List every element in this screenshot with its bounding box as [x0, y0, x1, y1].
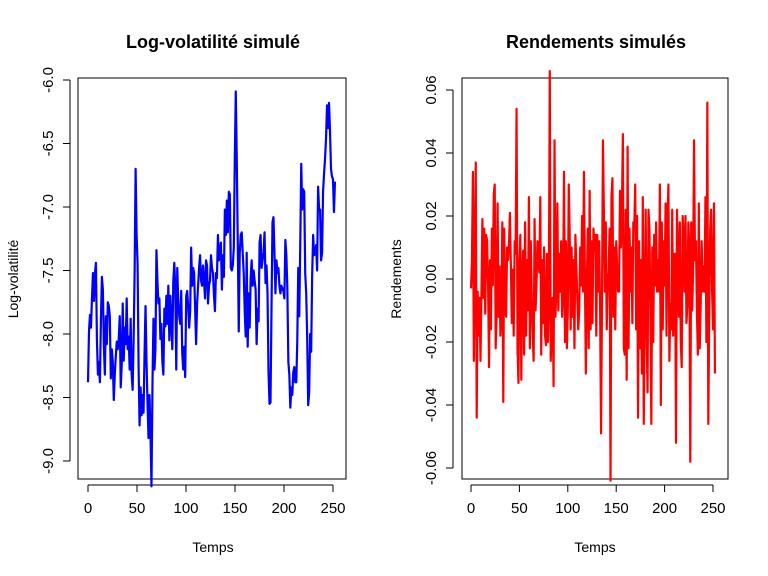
- x-tick-label: 50: [129, 500, 146, 517]
- plot-frame: [77, 77, 347, 480]
- y-tick-label: -9.0: [40, 448, 57, 474]
- y-tick-label: -7.0: [40, 194, 57, 220]
- x-tick-label: 250: [700, 500, 725, 517]
- y-tick-label: -0.04: [423, 388, 440, 422]
- x-tick-label: 0: [467, 500, 475, 517]
- x-axis: 0 50 100 150 200 250: [84, 484, 346, 517]
- x-tick-label: 100: [173, 500, 198, 517]
- y-tick-label: -0.06: [423, 451, 440, 485]
- y-axis-label: Log-volatilité: [5, 239, 21, 318]
- y-tick-label: -0.02: [423, 325, 440, 359]
- y-axis: -6.0 -6.5 -7.0 -7.5 -8.0 -8.5 -9.0: [40, 67, 71, 474]
- y-tick-label: -7.5: [40, 258, 57, 284]
- chart-title: Rendements simulés: [506, 32, 686, 52]
- x-axis-label: Temps: [574, 539, 615, 555]
- x-tick-label: 0: [84, 500, 92, 517]
- plot-frame: [461, 77, 729, 480]
- y-tick-label: 0.06: [423, 75, 440, 104]
- x-axis-label: Temps: [192, 539, 233, 555]
- x-tick-label: 150: [604, 500, 629, 517]
- y-tick-label: -6.0: [40, 67, 57, 93]
- x-tick-label: 200: [271, 500, 296, 517]
- series-line: [86, 90, 337, 488]
- y-tick-label: 0.04: [423, 138, 440, 167]
- x-tick-label: 150: [222, 500, 247, 517]
- y-axis-label: Rendements: [388, 239, 404, 318]
- x-tick-label: 100: [555, 500, 580, 517]
- y-tick-label: 0.02: [423, 201, 440, 230]
- y-axis: 0.06 0.04 0.02 0.00 -0.02 -0.04 -0.06: [423, 75, 454, 485]
- y-tick-label: -8.5: [40, 385, 57, 411]
- x-tick-label: 200: [652, 500, 677, 517]
- y-tick-label: -8.0: [40, 321, 57, 347]
- volatility-panel: Log-volatilité simulé -6.0 -6.5 -7.0 -7.5 -8…: [5, 32, 347, 555]
- chart-title: Log-volatilité simulé: [126, 32, 300, 52]
- returns-panel: Rendements simulés 0.06 0.04 0.02 0.00 -0.02…: [388, 32, 729, 555]
- x-tick-label: 250: [320, 500, 345, 517]
- y-tick-label: -6.5: [40, 131, 57, 157]
- x-axis: 0 50 100 150 200 250: [467, 484, 726, 517]
- series-line: [469, 69, 717, 482]
- x-tick-label: 50: [511, 500, 528, 517]
- y-tick-label: 0.00: [423, 264, 440, 293]
